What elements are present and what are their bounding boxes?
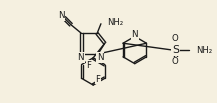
Text: NH₂: NH₂ [197, 46, 213, 55]
Text: NH₂: NH₂ [107, 18, 123, 27]
Text: S: S [172, 45, 179, 55]
Text: N: N [58, 11, 65, 20]
Text: F: F [86, 61, 91, 70]
Text: N: N [77, 53, 84, 62]
Text: F: F [95, 75, 100, 84]
Text: N: N [97, 53, 103, 62]
Text: O: O [172, 57, 179, 66]
Text: N: N [132, 30, 138, 39]
Text: O: O [172, 34, 179, 43]
